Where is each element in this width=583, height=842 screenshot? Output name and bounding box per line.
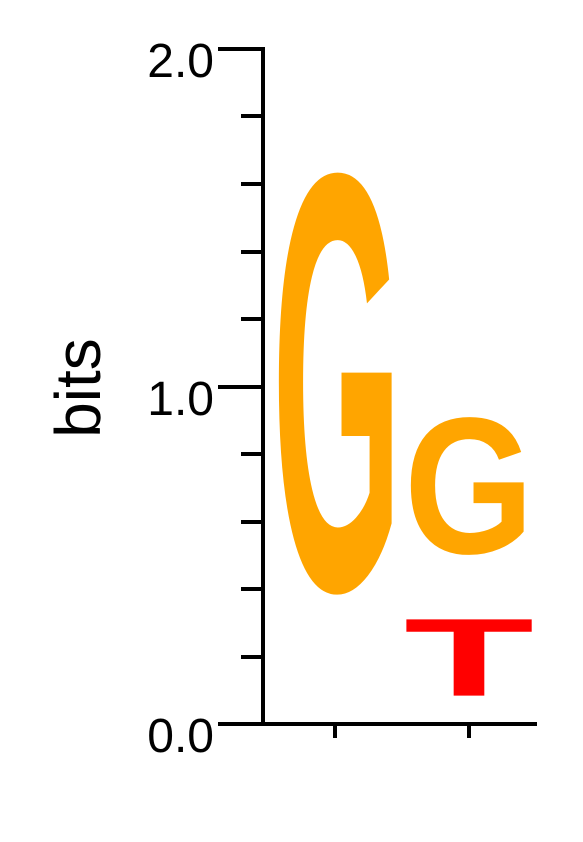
- logo-letter-g-position-2: G: [404, 378, 534, 595]
- y-tick-label: 1.0: [147, 373, 214, 426]
- logo-letter-g-position-1: G: [272, 50, 402, 716]
- letter-stacks: G TG: [272, 50, 534, 720]
- logo-letter-t-position-2: T: [404, 595, 534, 719]
- y-axis-label: bits: [42, 338, 114, 438]
- y-tick-label: 2.0: [147, 35, 214, 88]
- y-tick-label: 0.0: [147, 710, 214, 763]
